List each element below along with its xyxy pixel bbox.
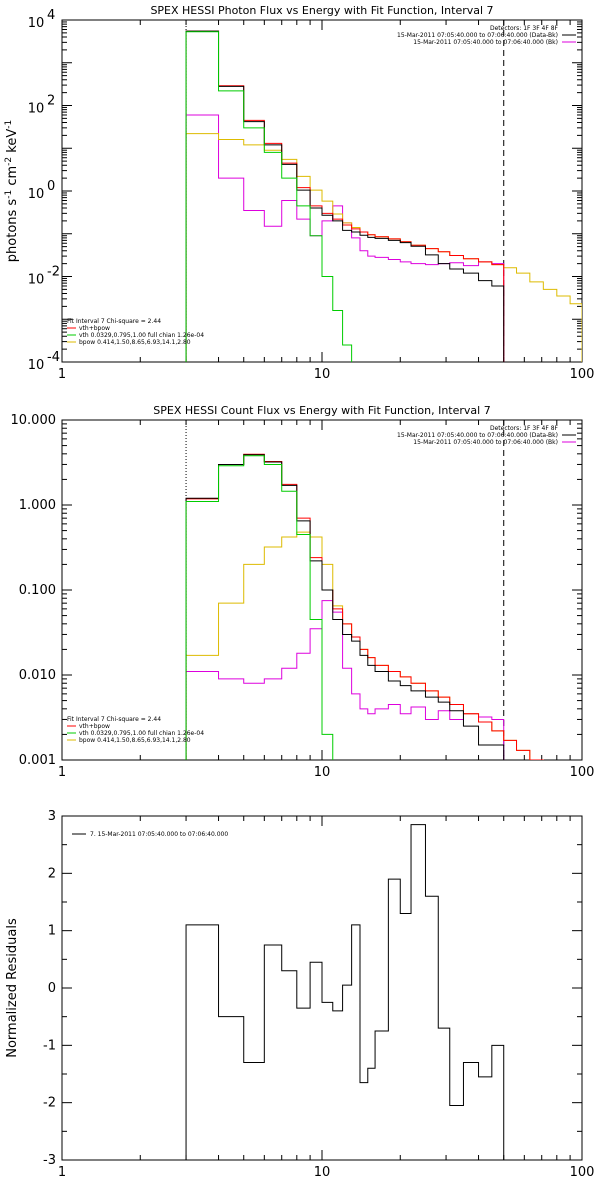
chart-title: SPEX HESSI Count Flux vs Energy with Fit… [153,404,490,417]
y-tick-label: 1.000 [19,498,56,513]
y-tick-label: 10 [28,358,45,373]
y-tick-exponent: 0 [47,179,55,194]
series-data-line [185,824,505,1160]
legend-top-text: 15-Mar-2011 07:05:40.000 to 07:06:40.000… [397,432,558,439]
series-vth-line [185,31,353,362]
y-tick-label: 2 [48,866,56,881]
y-axis-label: photons s-1 cm-2 keV-1 [4,120,20,262]
y-tick-label: 0.001 [19,753,56,768]
series-data-line [185,30,505,362]
chart-title: SPEX HESSI Photon Flux vs Energy with Fi… [150,4,493,17]
series-bk-line [185,600,505,760]
legend-bottom-text: bpow 0.414,1.50,8.65,6.93,14.1,2.80 [79,737,191,744]
legend-bottom-text: Fit Interval 7 Chi-square = 2.44 [67,716,161,723]
y-tick-exponent: -2 [47,265,60,280]
x-tick-label: 1 [58,765,66,780]
panel-count: SPEX HESSI Count Flux vs Energy with Fit… [11,404,595,780]
legend-top-text: Detectors: 1F 3F 4F 8F [490,25,559,32]
x-tick-label: 1 [58,367,66,382]
y-tick-label: 1 [48,924,56,939]
panel-resid: 1 10 100 -3 -2 -1 0 1 2 3 Normalized Residuals 7. 1… [5,809,594,1180]
x-tick-label: 100 [570,1165,595,1180]
y-tick-label: 3 [48,809,56,824]
series-bk-line [185,114,505,362]
series-total-line [185,30,505,362]
y-tick-label: 10 [28,273,45,288]
legend-top-text: 15-Mar-2011 07:05:40.000 to 07:06:40.000… [413,39,558,46]
y-tick-label: -2 [43,1096,56,1111]
y-tick-exponent: 2 [47,94,55,109]
x-tick-label: 100 [570,765,595,780]
y-tick-label: 0 [48,981,56,996]
y-tick-label: -3 [43,1153,56,1168]
series-total-line [185,453,544,760]
legend-bottom-text: vth 0.0329,0.795,1.00 full chian 1.26e-0… [79,332,204,339]
x-tick-label: 10 [314,367,331,382]
y-tick-label: -1 [43,1038,56,1053]
legend-top-text: 15-Mar-2011 07:05:40.000 to 07:06:40.000… [397,32,558,39]
y-tick-label: 0.010 [19,668,56,683]
y-axis-label: Normalized Residuals [5,918,20,1058]
x-tick-label: 10 [314,765,331,780]
y-tick-label: 10 [28,16,45,31]
panel-photon: SPEX HESSI Photon Flux vs Energy with Fi… [4,4,595,382]
legend-top-text: 7. 15-Mar-2011 07:05:40.000 to 07:06:40.… [90,831,228,838]
y-tick-label: 10 [28,102,45,117]
series-bpow-line [185,531,544,760]
legend-bottom-text: Fit Interval 7 Chi-square = 2.44 [67,318,161,325]
legend-bottom-text: vth+bpow [79,325,110,332]
y-tick-label: 0.100 [19,583,56,598]
y-tick-exponent: -4 [47,350,60,365]
x-tick-label: 10 [314,1165,331,1180]
x-tick-label: 100 [570,367,595,382]
y-tick-exponent: 4 [47,8,55,23]
y-tick-label: 10 [28,187,45,202]
x-tick-label: 1 [58,1165,66,1180]
y-tick-label: 10.000 [11,413,57,428]
series-vth-line [185,455,334,760]
legend-bottom-text: vth+bpow [79,723,110,730]
legend-top-text: Detectors: 1F 3F 4F 8F [490,425,559,432]
legend-bottom-text: vth 0.0329,0.795,1.00 full chian 1.26e-0… [79,730,204,737]
legend-top-text: 15-Mar-2011 07:05:40.000 to 07:06:40.000… [413,439,558,446]
series-data-line [185,454,505,760]
legend-bottom-text: bpow 0.414,1.50,8.65,6.93,14.1,2.80 [79,339,191,346]
